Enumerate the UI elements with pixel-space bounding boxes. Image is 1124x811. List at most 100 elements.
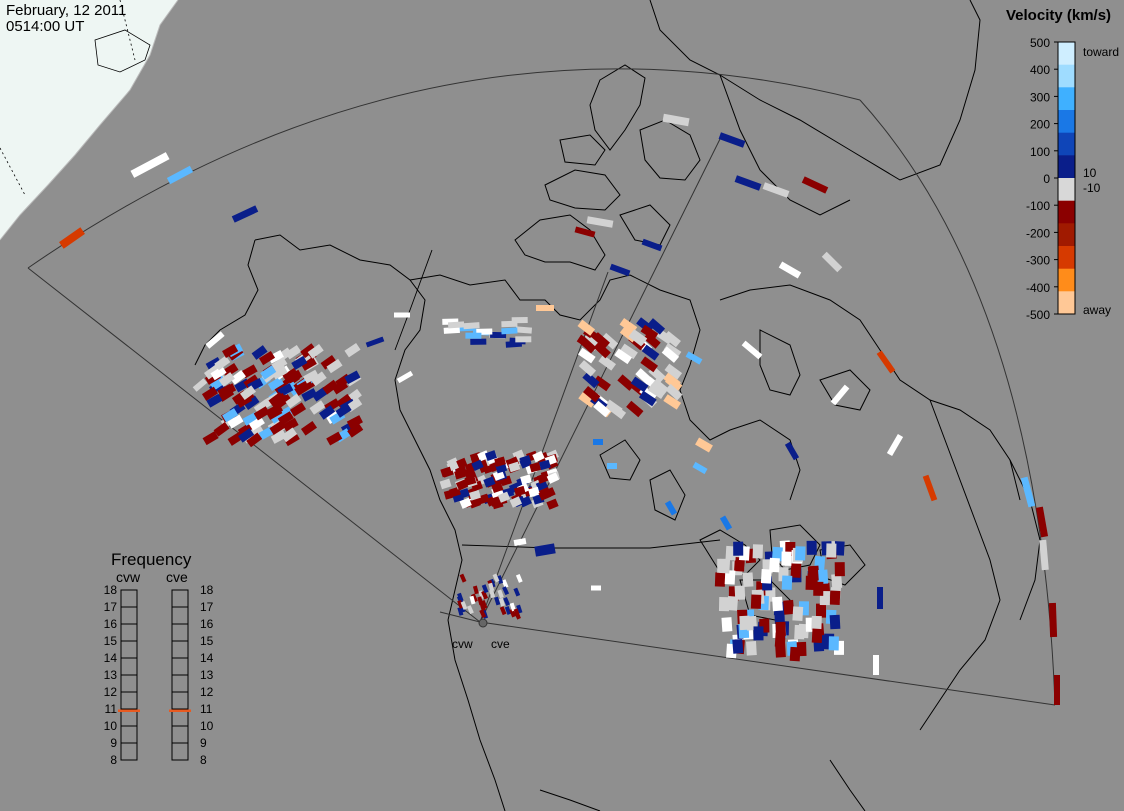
backscatter-cell <box>470 338 487 345</box>
backscatter-cell <box>724 570 736 585</box>
backscatter-cell <box>301 388 318 402</box>
backscatter-cell <box>443 326 460 334</box>
backscatter-cell <box>499 606 507 616</box>
backscatter-cell <box>651 378 669 395</box>
backscatter-cell <box>484 450 498 462</box>
backscatter-cell <box>481 590 489 600</box>
backscatter-cell <box>201 386 219 401</box>
backscatter-cell <box>239 385 257 401</box>
backscatter-cell <box>268 392 285 407</box>
backscatter-cell <box>752 544 764 559</box>
backscatter-cell <box>538 487 552 499</box>
frequency-level-label: 8 <box>110 753 117 767</box>
meridian-dotted-2 <box>0 147 26 196</box>
backscatter-cell <box>481 584 489 594</box>
backscatter-cell <box>396 370 414 384</box>
backscatter-cell <box>266 406 283 421</box>
frequency-level-label: 13 <box>200 668 214 682</box>
colorbar-tick-label: 0 <box>1043 172 1050 186</box>
backscatter-cell <box>635 368 653 385</box>
backscatter-cell <box>346 415 363 429</box>
backscatter-cell <box>332 380 349 395</box>
frequency-level-label: 11 <box>105 702 118 716</box>
colorbar-swatches <box>1058 42 1075 315</box>
backscatter-cell <box>344 370 361 385</box>
backscatter-cell <box>826 543 837 558</box>
backscatter-cell <box>886 433 904 457</box>
backscatter-cell <box>528 486 540 498</box>
colorbar-toward-label: toward <box>1083 45 1119 59</box>
backscatter-cell <box>267 376 284 391</box>
backscatter-cell <box>772 596 783 612</box>
backscatter-cell <box>762 182 790 198</box>
frequency-level-label: 8 <box>200 753 207 767</box>
backscatter-cell <box>821 251 843 273</box>
frequency-title: Frequency <box>111 550 192 569</box>
backscatter-cell <box>203 364 221 380</box>
backscatter-cell <box>775 643 786 658</box>
backscatter-cell <box>643 332 661 349</box>
backscatter-cell <box>663 330 681 348</box>
backscatter-cell <box>347 423 364 438</box>
backscatter-cell <box>769 557 780 573</box>
backscatter-cell <box>721 617 733 632</box>
backscatter-cell <box>242 412 259 426</box>
backscatter-cell <box>322 379 339 395</box>
backscatter-cell <box>515 573 523 583</box>
backscatter-cell <box>593 375 611 392</box>
backscatter-cell <box>281 427 298 443</box>
backscatter-cell <box>1039 539 1049 571</box>
backscatter-cell <box>243 395 260 411</box>
backscatter-cell <box>647 318 666 335</box>
backscatter-cell <box>502 586 510 596</box>
backscatter-cell <box>535 479 549 492</box>
colorbar-tick-label: 100 <box>1030 145 1050 159</box>
frequency-level-label: 11 <box>200 702 213 716</box>
backscatter-cell <box>598 354 617 371</box>
backscatter-cell <box>741 340 763 360</box>
backscatter-cell <box>238 428 255 443</box>
backscatter-cell <box>459 497 472 509</box>
frequency-level-label: 9 <box>200 736 207 750</box>
colorbar-swatch <box>1058 87 1075 111</box>
backscatter-cell <box>834 562 845 577</box>
velocity-colorbar: Velocity (km/s) 500 400 300 200 100 0 -100 -200… <box>1006 7 1119 322</box>
backscatter-cell <box>591 585 601 591</box>
frequency-level-label: 15 <box>104 634 118 648</box>
colorbar-tick-label: -100 <box>1026 199 1050 213</box>
backscatter-cell <box>466 605 474 615</box>
backscatter-cell <box>608 403 627 420</box>
backscatter-cell <box>277 411 294 426</box>
colorbar-swatch <box>1058 132 1075 156</box>
backscatter-cell <box>457 592 464 602</box>
backscatter-cell <box>626 400 644 418</box>
backscatter-cell <box>492 470 505 481</box>
backscatter-cell <box>1048 602 1058 638</box>
frequency-level-label: 10 <box>104 719 118 733</box>
daylight-region <box>0 0 178 240</box>
backscatter-cell <box>783 599 795 615</box>
backscatter-cells <box>59 113 1060 705</box>
backscatter-cell <box>509 496 522 508</box>
backscatter-cell <box>258 351 276 366</box>
meridian-dotted <box>119 0 136 61</box>
backscatter-cell <box>214 355 231 371</box>
backscatter-cell <box>778 261 802 279</box>
backscatter-cell <box>628 330 647 347</box>
backscatter-cell <box>794 624 805 640</box>
backscatter-cell <box>750 594 762 609</box>
backscatter-cell <box>282 417 299 432</box>
backscatter-cell <box>310 371 327 387</box>
terminator-line <box>0 0 179 241</box>
backscatter-cell <box>479 602 486 612</box>
backscatter-cell <box>213 421 230 437</box>
backscatter-cell <box>536 305 554 311</box>
colorbar-inner-tick-minus-10: -10 <box>1083 181 1101 195</box>
backscatter-cell <box>497 589 504 599</box>
backscatter-cell <box>600 332 619 350</box>
backscatter-cell <box>574 226 596 238</box>
backscatter-cell <box>217 383 234 398</box>
backscatter-cell <box>253 406 270 421</box>
frequency-level-label: 16 <box>104 617 118 631</box>
